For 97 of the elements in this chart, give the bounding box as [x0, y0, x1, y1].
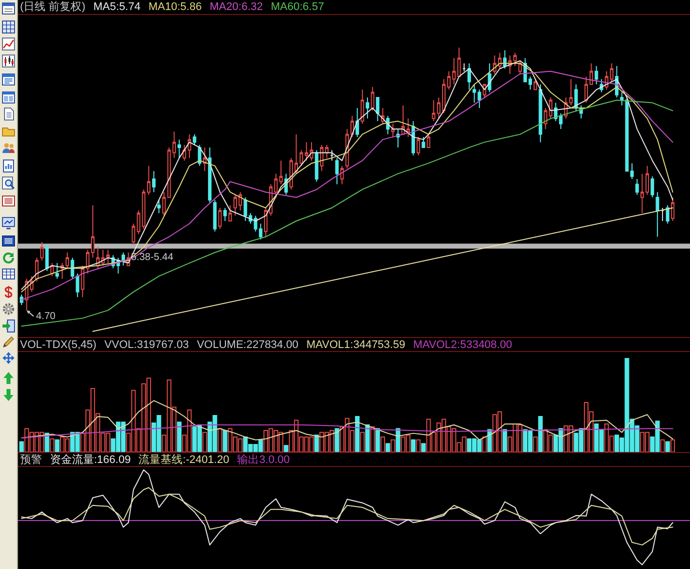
candlestick — [656, 192, 660, 238]
text: MA10:5.86 — [148, 1, 202, 14]
candlestick — [152, 170, 156, 193]
bar — [670, 439, 675, 452]
bar — [176, 422, 182, 452]
chart-title: (日线 前复权) — [20, 1, 86, 14]
candlestick — [635, 178, 639, 196]
bar — [502, 429, 508, 452]
bar — [218, 428, 222, 452]
candlestick — [366, 97, 370, 120]
candlestick — [208, 146, 212, 204]
candlestick — [192, 134, 196, 146]
candlestick — [35, 257, 39, 282]
bar — [375, 428, 380, 452]
candlestick — [513, 52, 517, 67]
text: MA20:6.32 — [210, 1, 263, 14]
candlestick — [426, 134, 430, 148]
chart-title: 预警 — [20, 454, 42, 467]
candlestick — [422, 136, 426, 148]
bar — [284, 444, 288, 452]
bar — [396, 428, 400, 452]
text: 4.70 — [36, 311, 56, 322]
candlestick — [503, 50, 507, 70]
candlestick — [650, 176, 654, 198]
bar — [314, 434, 319, 452]
candlestick — [457, 47, 461, 78]
candlestick — [70, 257, 74, 280]
candlestick — [670, 196, 674, 222]
candlestick — [416, 136, 420, 156]
bar — [421, 443, 426, 452]
candlestick — [462, 62, 466, 72]
candlestick — [157, 199, 161, 214]
bar — [410, 439, 416, 452]
text: 流量基线:-2401.20 — [138, 454, 230, 467]
text: MAVOL1:344753.59 — [306, 339, 406, 352]
candlestick — [396, 128, 400, 148]
candlestick — [330, 150, 334, 162]
bar — [390, 439, 396, 452]
candlestick — [223, 207, 227, 222]
candlestick — [488, 62, 492, 93]
bar — [533, 436, 538, 452]
bar — [665, 441, 670, 452]
text: VVOL:319767.03 — [104, 339, 189, 352]
candlestick — [335, 157, 339, 185]
candlestick — [20, 294, 24, 306]
candlestick — [218, 207, 222, 230]
candlestick — [630, 162, 634, 180]
candlestick — [228, 204, 232, 222]
candlestick — [279, 160, 283, 185]
candlestick — [360, 89, 364, 124]
candlestick — [178, 139, 182, 158]
candlestick — [213, 199, 217, 232]
candlestick — [594, 66, 598, 85]
bar — [50, 438, 54, 452]
candlestick — [538, 84, 542, 143]
candlestick — [660, 207, 664, 222]
text: MAVOL2:533408.00 — [413, 339, 512, 352]
candlestick — [314, 150, 318, 182]
candlestick — [412, 120, 416, 156]
candlestick — [132, 223, 136, 246]
candlestick — [356, 108, 360, 138]
bar — [365, 424, 370, 452]
candlestick — [666, 204, 670, 224]
candlestick — [574, 84, 578, 112]
candlestick — [310, 142, 314, 162]
chart-title: VOL-TDX(5,45) — [20, 339, 96, 352]
candlestick — [391, 123, 395, 138]
series-label: 资金流量:166.09 — [50, 454, 131, 467]
candlestick — [76, 273, 80, 298]
bar — [538, 416, 543, 452]
bar — [54, 439, 60, 452]
bar — [334, 428, 340, 452]
band-label: 5.38-5.44 — [131, 252, 174, 263]
bar — [222, 430, 228, 452]
text: VOLUME:227834.00 — [196, 339, 298, 352]
candlestick — [370, 86, 374, 112]
text: MA60:6.57 — [270, 1, 324, 14]
candlestick — [55, 262, 59, 280]
bar — [660, 439, 665, 452]
bar — [360, 432, 365, 452]
bar — [386, 443, 390, 452]
bar — [370, 426, 375, 452]
candlestick — [106, 249, 110, 264]
bar — [482, 436, 487, 452]
candlestick — [518, 60, 522, 74]
ref-line-label: 输出3.0.00 — [237, 454, 290, 467]
candlestick — [534, 78, 538, 90]
bar — [380, 436, 386, 452]
bar — [416, 439, 421, 452]
bar — [19, 441, 24, 452]
bar — [487, 429, 492, 452]
candlestick — [40, 242, 44, 261]
bar — [355, 416, 360, 452]
bar — [202, 432, 207, 452]
candlestick — [376, 97, 380, 122]
text: MA5:5.74 — [93, 1, 140, 14]
candlestick — [467, 62, 471, 90]
